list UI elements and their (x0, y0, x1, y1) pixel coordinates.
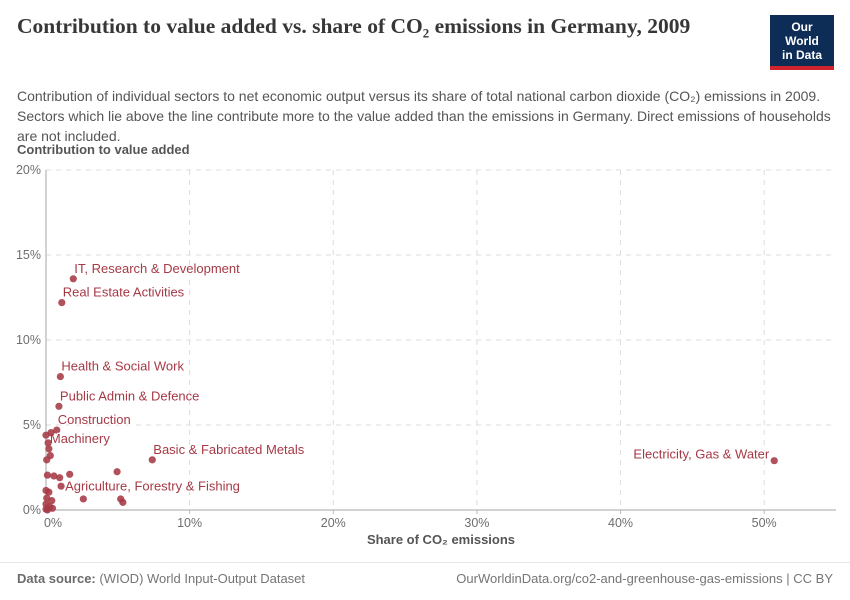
point-label[interactable]: Health & Social Work (60, 357, 186, 375)
data-point[interactable] (55, 402, 63, 410)
point-label[interactable]: IT, Research & Development (73, 260, 241, 278)
y-tick-label: 15% (16, 248, 41, 262)
data-point[interactable] (69, 275, 77, 283)
x-axis-title: Share of CO₂ emissions (367, 532, 515, 547)
owid-logo-line2: in Data (781, 48, 822, 63)
owid-logo-line1: Our World (785, 20, 819, 49)
data-point[interactable] (48, 504, 57, 512)
data-point[interactable] (43, 471, 52, 479)
data-point[interactable] (113, 468, 121, 476)
y-tick-label: 0% (23, 503, 41, 517)
data-source-label: Data source: (17, 571, 96, 586)
data-point[interactable] (50, 472, 58, 480)
data-point[interactable] (44, 439, 52, 447)
data-point[interactable] (42, 486, 50, 495)
data-point[interactable] (42, 505, 50, 513)
data-point[interactable] (43, 456, 51, 464)
data-point[interactable] (119, 498, 127, 506)
point-label[interactable]: Construction (57, 411, 132, 429)
x-tick-label: 30% (464, 516, 489, 530)
y-axis-title: Contribution to value added (17, 142, 190, 157)
footer: Data source: (WIOD) World Input-Output D… (0, 562, 850, 600)
data-point[interactable] (66, 470, 74, 478)
data-point[interactable] (56, 372, 64, 381)
owid-logo[interactable]: Our World in Data (770, 15, 834, 71)
point-label[interactable]: Machinery (49, 430, 112, 448)
x-tick-label: 20% (321, 516, 346, 530)
data-point[interactable] (79, 495, 87, 503)
data-source-note: Data source: (WIOD) World Input-Output D… (17, 571, 305, 586)
point-label[interactable]: Agriculture, Forestry & Fishing (64, 477, 241, 495)
point-label[interactable]: Real Estate Activities (62, 283, 186, 301)
data-point[interactable] (58, 299, 66, 307)
y-tick-label: 20% (16, 163, 41, 177)
x-tick-label: 40% (608, 516, 633, 530)
data-point[interactable] (45, 445, 53, 453)
point-label[interactable]: Electricity, Gas & Water (632, 445, 771, 463)
data-source-text: (WIOD) World Input-Output Dataset (95, 571, 306, 586)
x-tick-label: 10% (177, 516, 202, 530)
point-label[interactable]: Public Admin & Defence (59, 387, 201, 405)
data-point[interactable] (53, 426, 61, 434)
y-tick-label: 10% (16, 333, 41, 347)
point-label[interactable]: Basic & Fabricated Metals (152, 441, 306, 459)
footer-url[interactable]: OurWorldinData.org/co2-and-greenhouse-ga… (456, 571, 783, 586)
data-point[interactable] (47, 429, 55, 437)
data-point[interactable] (57, 482, 65, 490)
data-point[interactable] (48, 497, 56, 505)
x-tick-label: 0% (44, 516, 62, 530)
page-title: Contribution to value added vs. share of… (17, 14, 691, 38)
footer-license: | CC BY (786, 571, 833, 586)
y-tick-label: 5% (23, 418, 41, 432)
x-tick-label: 50% (752, 516, 777, 530)
data-point[interactable] (56, 474, 64, 482)
data-point[interactable] (770, 457, 778, 465)
data-point[interactable] (148, 456, 156, 464)
footer-link[interactable]: OurWorldinData.org/co2-and-greenhouse-ga… (456, 571, 833, 586)
chart-subtitle: Contribution of individual sectors to ne… (17, 88, 831, 145)
